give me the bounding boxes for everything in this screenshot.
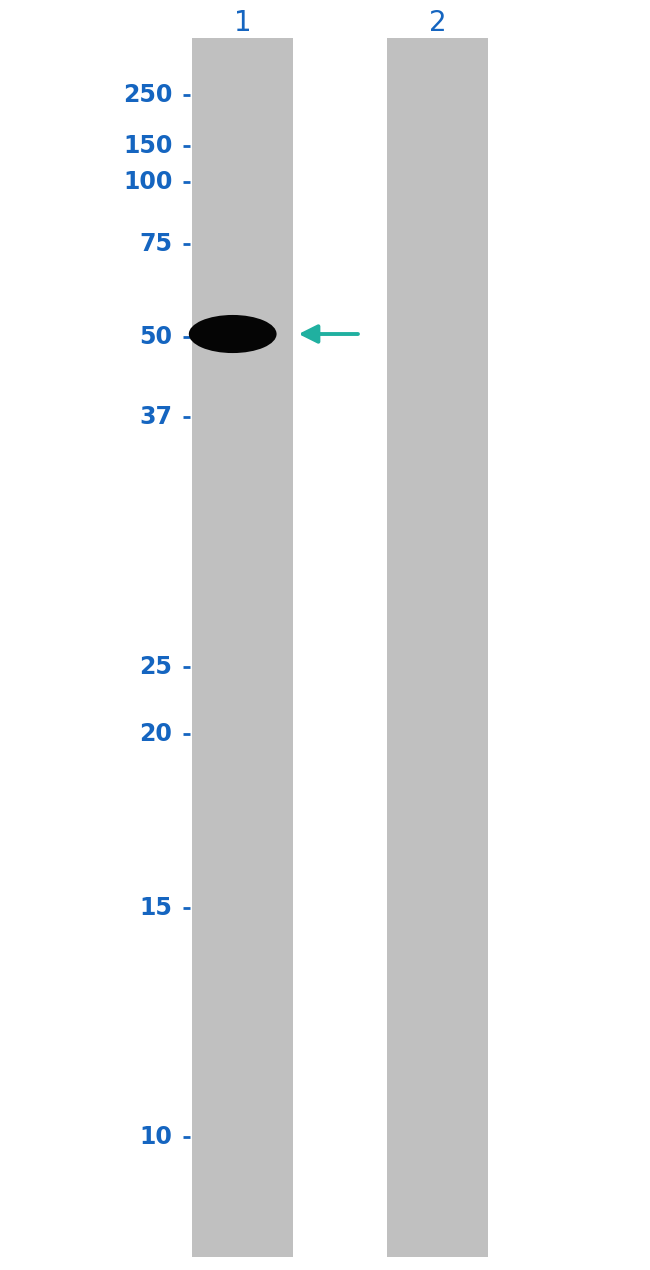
Text: 150: 150: [123, 135, 172, 157]
Text: 15: 15: [139, 897, 172, 919]
Text: 10: 10: [139, 1125, 172, 1148]
Text: 75: 75: [139, 232, 172, 255]
Text: 1: 1: [233, 9, 252, 37]
Text: 25: 25: [139, 655, 172, 678]
Bar: [192, 38, 292, 1257]
Text: 37: 37: [139, 405, 172, 428]
Text: 100: 100: [123, 170, 172, 193]
Bar: [387, 38, 488, 1257]
Text: 2: 2: [428, 9, 447, 37]
Text: 250: 250: [123, 84, 172, 107]
Ellipse shape: [188, 315, 277, 353]
Text: 50: 50: [139, 325, 172, 348]
Text: 20: 20: [139, 723, 172, 745]
